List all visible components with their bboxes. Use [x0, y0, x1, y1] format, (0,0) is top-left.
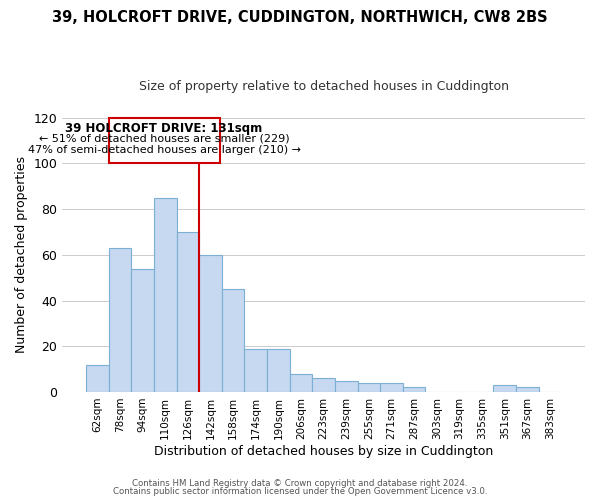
Text: Contains public sector information licensed under the Open Government Licence v3: Contains public sector information licen…	[113, 487, 487, 496]
Bar	[222, 289, 244, 392]
Text: Contains HM Land Registry data © Crown copyright and database right 2024.: Contains HM Land Registry data © Crown c…	[132, 478, 468, 488]
Bar	[199, 255, 222, 392]
Bar	[313, 378, 335, 392]
Title: Size of property relative to detached houses in Cuddington: Size of property relative to detached ho…	[139, 80, 509, 93]
FancyBboxPatch shape	[109, 118, 220, 164]
Text: 47% of semi-detached houses are larger (210) →: 47% of semi-detached houses are larger (…	[28, 145, 301, 155]
Bar	[493, 385, 516, 392]
Bar	[290, 374, 313, 392]
X-axis label: Distribution of detached houses by size in Cuddington: Distribution of detached houses by size …	[154, 444, 493, 458]
Bar	[86, 364, 109, 392]
Bar	[267, 348, 290, 392]
Bar	[403, 388, 425, 392]
Bar	[335, 380, 358, 392]
Bar	[244, 348, 267, 392]
Bar	[109, 248, 131, 392]
Bar	[380, 383, 403, 392]
Bar	[516, 388, 539, 392]
Text: 39 HOLCROFT DRIVE: 131sqm: 39 HOLCROFT DRIVE: 131sqm	[65, 122, 263, 136]
Text: ← 51% of detached houses are smaller (229): ← 51% of detached houses are smaller (22…	[39, 134, 289, 144]
Text: 39, HOLCROFT DRIVE, CUDDINGTON, NORTHWICH, CW8 2BS: 39, HOLCROFT DRIVE, CUDDINGTON, NORTHWIC…	[52, 10, 548, 25]
Bar	[154, 198, 176, 392]
Bar	[176, 232, 199, 392]
Bar	[358, 383, 380, 392]
Y-axis label: Number of detached properties: Number of detached properties	[15, 156, 28, 354]
Bar	[131, 268, 154, 392]
